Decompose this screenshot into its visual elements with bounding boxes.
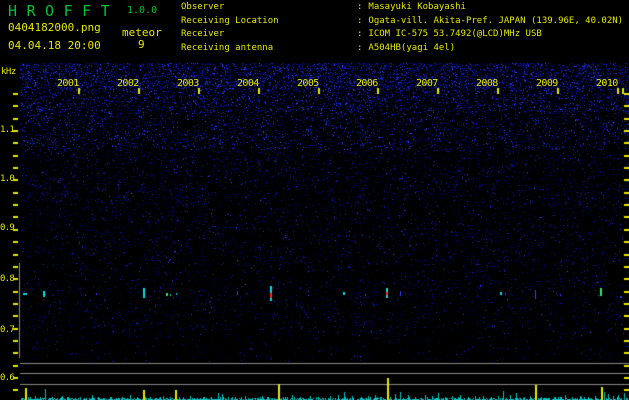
time-tick-label: 2003 bbox=[177, 78, 199, 89]
info-colon: : bbox=[357, 2, 363, 12]
observation-datetime: 04.04.18 20:00 bbox=[8, 39, 101, 52]
time-tick-label: 2010 bbox=[596, 78, 618, 89]
time-tick-label: 2004 bbox=[237, 78, 259, 89]
meteor-count: 9 bbox=[138, 38, 145, 51]
station-info-row: Receiving Location: Ogata-vill. Akita-Pre… bbox=[181, 15, 623, 29]
info-label: Receiver bbox=[181, 29, 225, 40]
time-tick-label: 2007 bbox=[416, 78, 438, 89]
info-value: Masayuki Kobayashi bbox=[368, 2, 466, 12]
info-colon: : bbox=[357, 29, 363, 40]
freq-tick-label: 1.0 bbox=[0, 174, 15, 184]
info-value: Ogata-vill. Akita-Pref. JAPAN (139.96E, … bbox=[368, 15, 624, 26]
freq-tick-label: 0.6 bbox=[0, 373, 15, 383]
time-tick-label: 2001 bbox=[57, 78, 79, 89]
output-filename: 0404182000.png bbox=[8, 21, 101, 34]
mode-label: meteor bbox=[122, 26, 162, 39]
freq-tick-label: 0.9 bbox=[0, 223, 15, 233]
info-colon: : bbox=[357, 42, 363, 53]
freq-tick-label: 0.7 bbox=[0, 325, 15, 335]
station-info-block: Observer: Masayuki Kobayashi Receiving Loc… bbox=[181, 1, 623, 55]
app-title: HROFFT bbox=[8, 2, 120, 20]
freq-unit-label: kHz bbox=[1, 67, 16, 77]
time-tick-label: 2005 bbox=[297, 78, 319, 89]
info-label: Receiving antenna bbox=[181, 42, 274, 53]
info-colon: : bbox=[357, 15, 363, 26]
app-version: 1.0.0 bbox=[127, 5, 158, 16]
info-value: ICOM IC-575 53.7492(@LCD)MHz USB bbox=[368, 29, 542, 40]
time-tick-label: 2006 bbox=[356, 78, 378, 89]
freq-tick-label: 1.1 bbox=[0, 125, 15, 135]
info-label: Observer bbox=[181, 2, 225, 12]
station-info-row: Receiver: ICOM IC-575 53.7492(@LCD)MHz US… bbox=[181, 28, 623, 42]
freq-tick-label: 0.8 bbox=[0, 274, 15, 284]
time-tick-label: 2009 bbox=[536, 78, 558, 89]
info-value: A504HB(yagi 4el) bbox=[368, 42, 456, 53]
time-tick-label: 2002 bbox=[117, 78, 139, 89]
station-info-row: Receiving antenna: A504HB(yagi 4el) bbox=[181, 42, 623, 56]
info-label: Receiving Location bbox=[181, 15, 279, 26]
station-info-row: Observer: Masayuki Kobayashi bbox=[181, 1, 623, 15]
time-tick-label: 2008 bbox=[476, 78, 498, 89]
